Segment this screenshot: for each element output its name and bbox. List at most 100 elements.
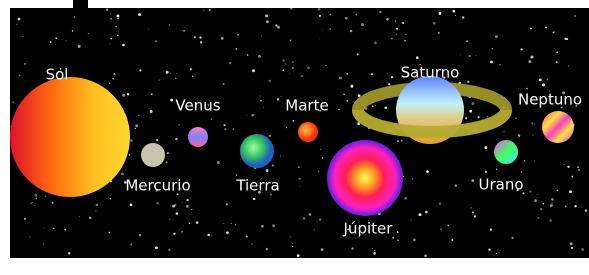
star	[253, 198, 255, 200]
star	[318, 171, 319, 172]
star	[547, 79, 548, 80]
star	[226, 203, 228, 205]
star	[571, 247, 573, 249]
star	[319, 38, 320, 39]
star	[22, 36, 23, 37]
star	[19, 75, 20, 76]
star	[297, 254, 300, 257]
star	[290, 7, 292, 9]
star	[552, 203, 553, 204]
star	[121, 173, 124, 176]
star	[404, 40, 406, 42]
star	[217, 161, 220, 164]
star	[139, 234, 142, 237]
star	[266, 248, 269, 251]
star	[166, 161, 168, 163]
star	[556, 52, 558, 54]
planet-label: Venus	[175, 97, 220, 115]
star	[495, 35, 498, 38]
star	[496, 253, 497, 254]
star	[286, 127, 287, 128]
star	[386, 18, 389, 21]
planet-label: Mercurio	[125, 177, 190, 195]
uranus	[494, 140, 518, 164]
star	[168, 249, 170, 251]
star	[247, 54, 249, 56]
star	[207, 234, 210, 237]
corner-block	[73, 0, 88, 8]
star	[476, 55, 477, 56]
star	[524, 160, 525, 161]
star	[453, 10, 456, 13]
star	[471, 179, 474, 182]
star	[45, 196, 46, 197]
star	[404, 197, 407, 200]
star	[419, 213, 422, 216]
star	[574, 205, 576, 207]
star	[280, 156, 281, 157]
star	[226, 231, 229, 234]
star	[372, 248, 373, 249]
star	[246, 235, 248, 237]
star	[496, 169, 497, 170]
star	[499, 64, 500, 65]
star	[68, 252, 71, 255]
star	[17, 24, 18, 25]
star	[211, 119, 213, 121]
star	[397, 140, 399, 142]
star	[307, 67, 310, 70]
star	[155, 40, 157, 42]
star	[30, 203, 31, 204]
star	[282, 59, 284, 61]
star	[13, 101, 15, 103]
star	[260, 100, 262, 102]
star	[235, 48, 237, 50]
star	[542, 83, 545, 86]
planet-label: Sol	[46, 66, 69, 84]
star	[330, 14, 332, 16]
star	[346, 73, 348, 75]
star	[487, 116, 488, 117]
star	[237, 34, 239, 36]
star	[503, 131, 505, 133]
star	[375, 105, 376, 106]
star	[183, 30, 185, 32]
sun	[10, 77, 130, 197]
star	[199, 36, 201, 38]
star	[155, 246, 158, 249]
star	[361, 23, 364, 26]
star	[117, 18, 118, 19]
star	[319, 15, 321, 17]
star	[371, 73, 373, 75]
star	[477, 116, 479, 118]
star	[277, 98, 279, 100]
star	[223, 83, 225, 85]
star	[338, 109, 339, 110]
star	[402, 22, 404, 24]
star	[411, 220, 412, 221]
star	[277, 26, 280, 29]
star	[460, 54, 461, 55]
star	[260, 96, 261, 97]
star	[43, 244, 44, 245]
star	[196, 221, 199, 224]
star	[581, 248, 584, 251]
star	[127, 93, 129, 95]
star	[571, 176, 573, 178]
star	[130, 204, 133, 207]
star	[175, 138, 177, 140]
star	[372, 105, 374, 107]
star	[174, 204, 176, 206]
star	[156, 139, 158, 141]
star	[170, 99, 173, 102]
star	[470, 207, 471, 208]
star	[567, 166, 569, 168]
star	[29, 237, 30, 238]
star	[319, 218, 321, 220]
star	[492, 48, 493, 49]
star	[266, 20, 269, 23]
star	[356, 14, 358, 16]
star	[534, 199, 537, 202]
star	[532, 134, 533, 135]
star	[289, 73, 290, 74]
